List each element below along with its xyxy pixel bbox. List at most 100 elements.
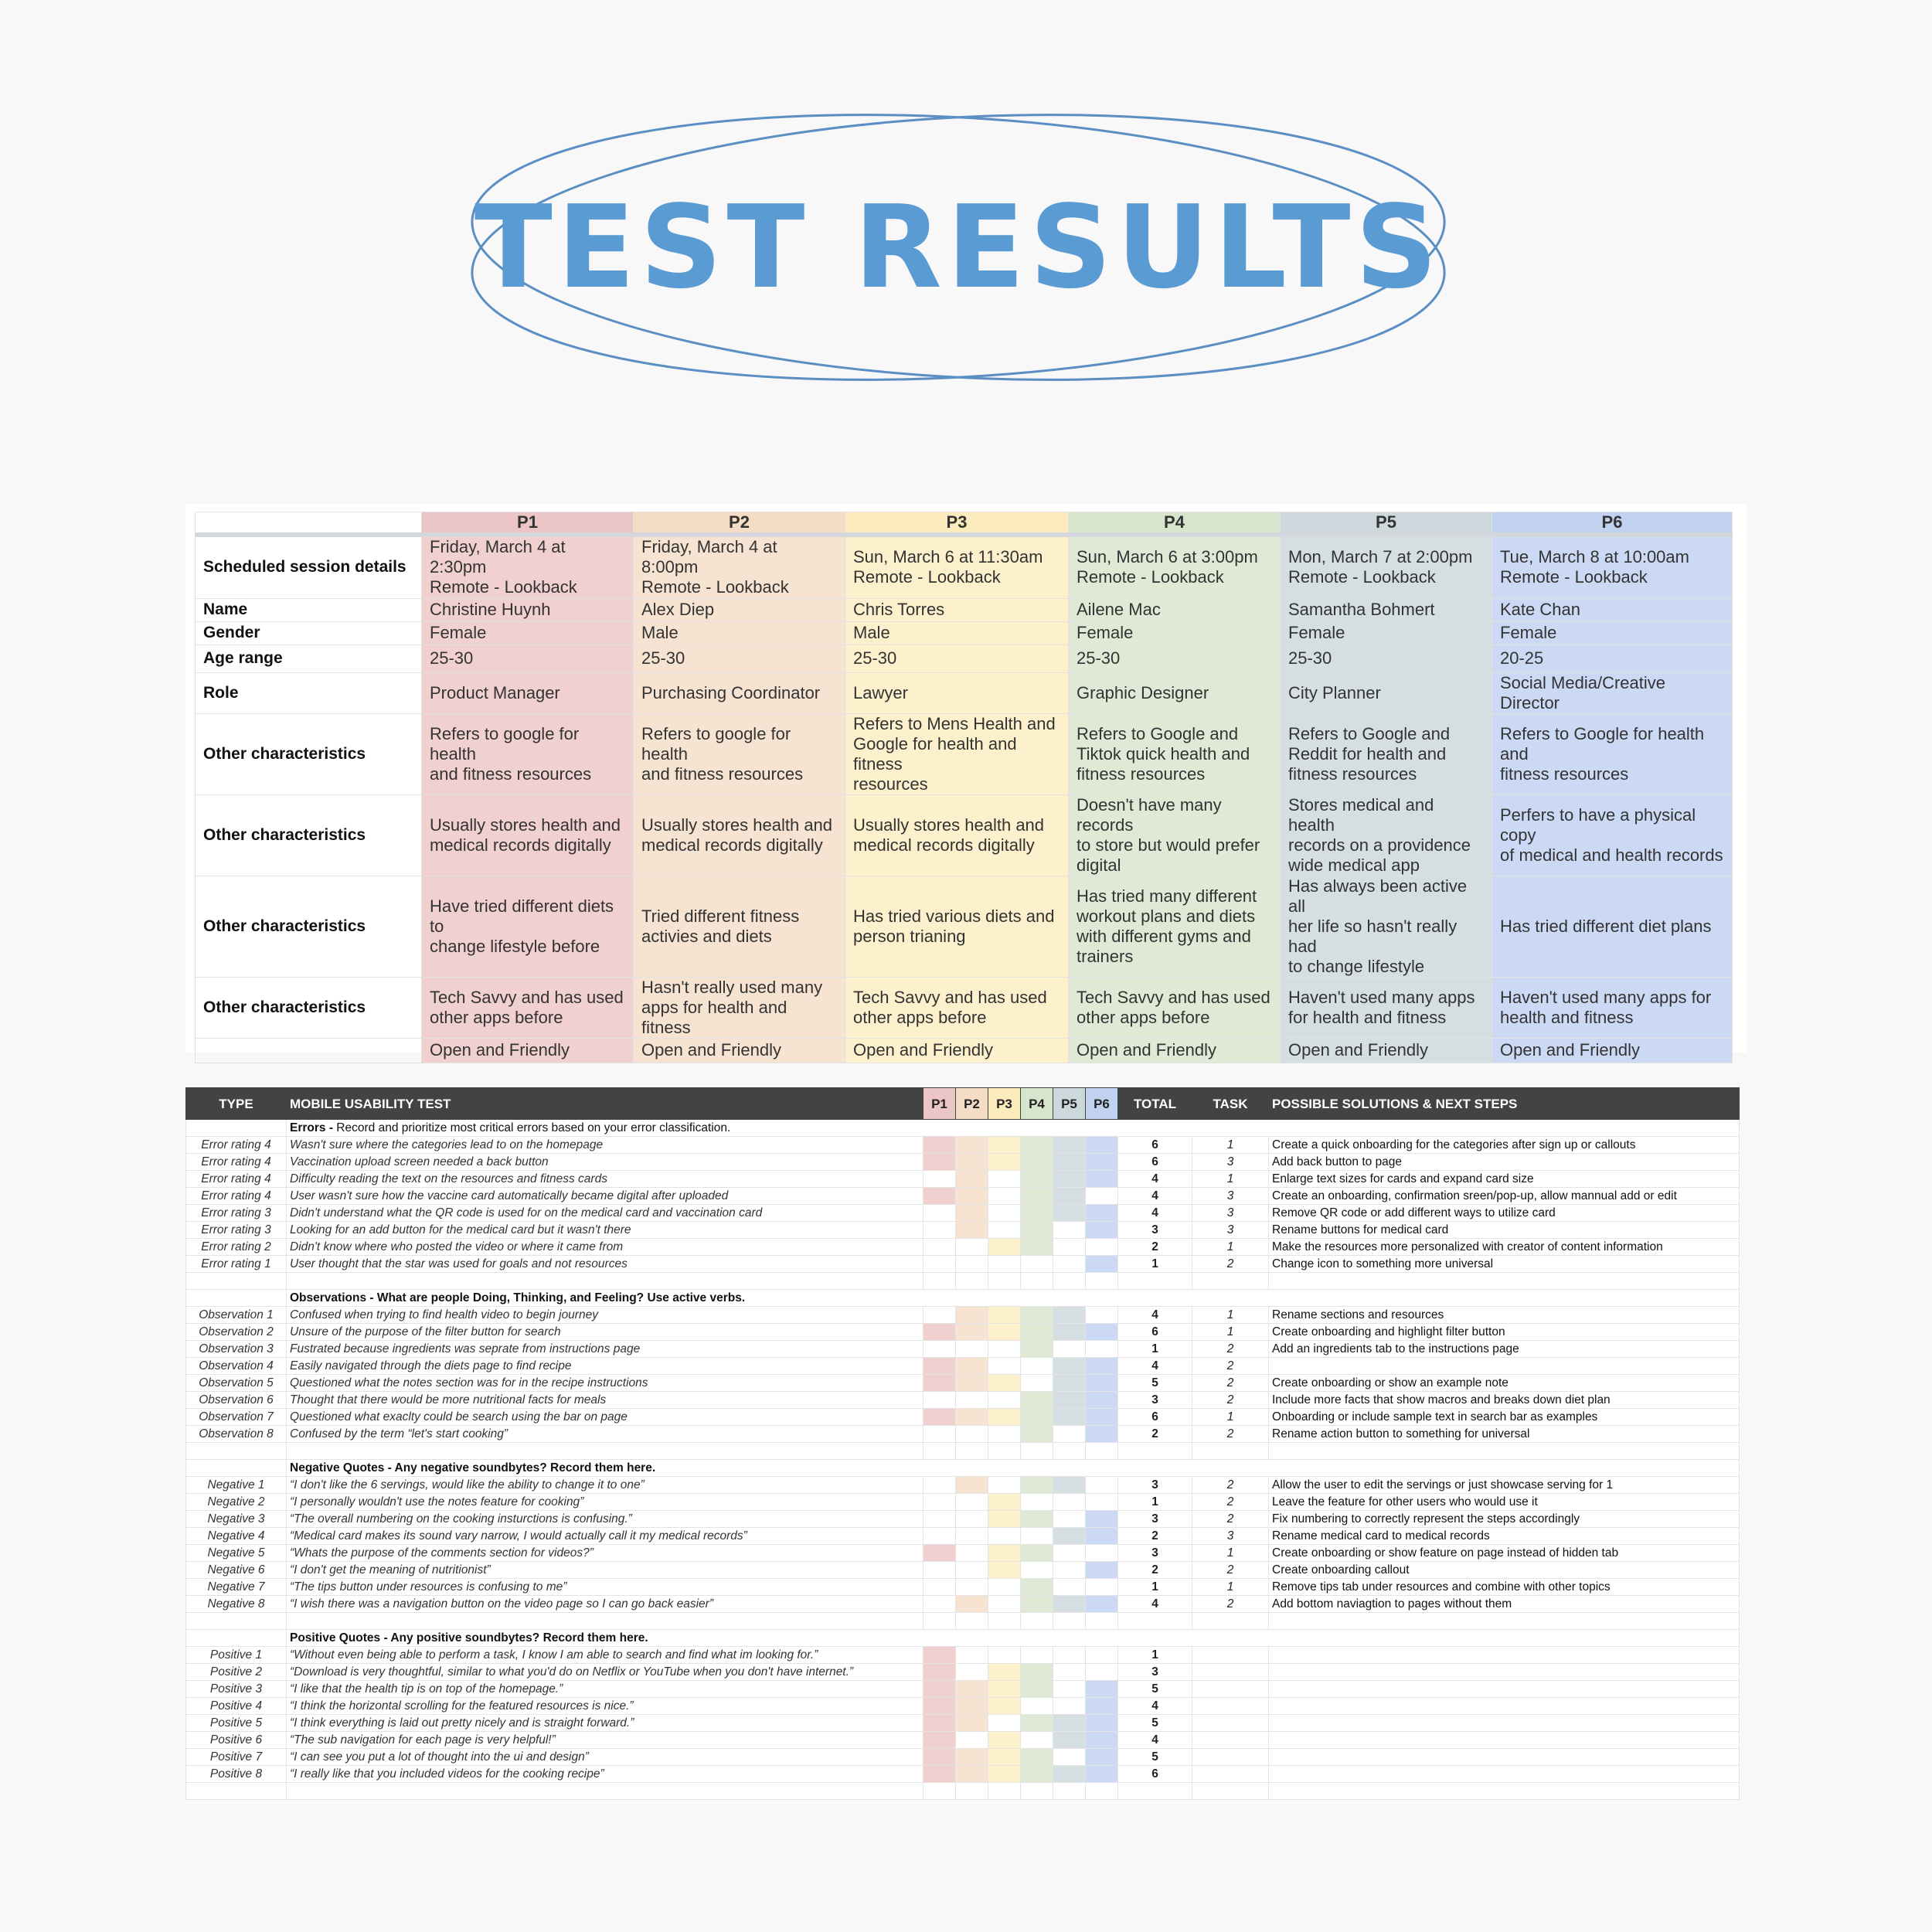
cell-line: other apps before (853, 1007, 987, 1027)
row-description: “Medical card makes its sound vary narro… (286, 1527, 923, 1545)
cell-line: wide medical app (1288, 855, 1420, 875)
participant-cell: Alex Diep (633, 597, 845, 622)
empty-cell (1053, 1272, 1086, 1290)
row-solution: Remove tips tab under resources and comb… (1268, 1578, 1740, 1596)
participant-mark-p1 (923, 1680, 956, 1698)
row-description: “Without even being able to perform a ta… (286, 1646, 923, 1664)
participant-cell: Usually stores health and medical records… (633, 794, 845, 876)
row-type: Negative 6 (185, 1561, 287, 1579)
participant-mark-p5 (1053, 1510, 1086, 1528)
empty-cell (1268, 1782, 1740, 1800)
participant-mark-p2 (955, 1714, 988, 1732)
participant-mark-p5 (1053, 1357, 1086, 1375)
empty-cell (1053, 1612, 1086, 1630)
participant-mark-p1 (923, 1221, 956, 1239)
empty-cell (955, 1612, 988, 1630)
row-type: Error rating 4 (185, 1187, 287, 1205)
row-task: 2 (1192, 1561, 1269, 1579)
row-total: 6 (1117, 1765, 1192, 1783)
participant-mark-p3 (988, 1153, 1021, 1171)
participant-mark-p2 (955, 1578, 988, 1596)
table-row: Positive 7 “I can see you put a lot of th… (185, 1748, 1740, 1766)
empty-cell (1117, 1442, 1192, 1460)
row-total: 1 (1117, 1493, 1192, 1511)
row-description: “I wish there was a navigation button on… (286, 1595, 923, 1613)
participant-mark-p5 (1053, 1748, 1086, 1766)
table-row: Positive 3 “I like that the health tip is… (185, 1680, 1740, 1698)
participant-mark-p6 (1085, 1578, 1118, 1596)
table-row: Observation 8 Confused by the term “let's… (185, 1425, 1740, 1443)
cell-line: Friday, March 4 at 8:00pm (641, 537, 777, 577)
participant-mark-p3 (988, 1561, 1021, 1579)
participant-mark-p2 (955, 1646, 988, 1664)
participant-mark-p6 (1085, 1680, 1118, 1698)
row-solution: Include more facts that show macros and … (1268, 1391, 1740, 1409)
row-description: Wasn't sure where the categories lead to… (286, 1136, 923, 1154)
cell-line: Usually stores health and (430, 815, 621, 835)
participant-row: Other characteristics Usually stores heal… (195, 794, 1733, 876)
row-solution: Create onboarding or show feature on pag… (1268, 1544, 1740, 1562)
row-type: Error rating 2 (185, 1238, 287, 1256)
table-row: Observation 7 Questioned what exaclty cou… (185, 1408, 1740, 1426)
row-solution: Fix numbering to correctly represent the… (1268, 1510, 1740, 1528)
participant-cell: Refers to google for health and fitness r… (421, 713, 634, 795)
row-task (1192, 1714, 1269, 1732)
participant-row: Age range 25-30 25-30 25-30 25-30 25-30 20-25 (195, 644, 1733, 673)
participant-cell: Ailene Mac (1068, 597, 1281, 622)
cell-line: Mon, March 7 at 2:00pm (1288, 547, 1473, 567)
row-label: Other characteristics (195, 875, 422, 978)
cell-line: trainers (1077, 946, 1134, 966)
participant-mark-p6 (1085, 1136, 1118, 1154)
empty-cell (1268, 1612, 1740, 1630)
participant-mark-p3 (988, 1425, 1021, 1443)
empty-cell (955, 1782, 988, 1800)
table-row: Negative 3 “The overall numbering on the … (185, 1510, 1740, 1528)
participant-cell: Mon, March 7 at 2:00pm Remote - Lookback (1280, 534, 1492, 599)
cell-line: Have tried different diets to (430, 896, 614, 936)
participant-cell: Open and Friendly (1068, 1037, 1281, 1063)
participant-mark-p3 (988, 1510, 1021, 1528)
cell-line: with different gyms and (1077, 926, 1251, 946)
participant-mark-p3 (988, 1306, 1021, 1324)
participant-cell: Doesn't have many records to store but wo… (1068, 794, 1281, 876)
participant-mark-p2 (955, 1187, 988, 1205)
cell-line: Hasn't really used many (641, 977, 823, 997)
participant-mark-p4 (1020, 1357, 1053, 1375)
row-description: Unsure of the purpose of the filter butt… (286, 1323, 923, 1341)
participant-mark-p5 (1053, 1697, 1086, 1715)
cell-line: Graphic Designer (1077, 682, 1209, 702)
row-solution: Create an onboarding, confirmation sreen… (1268, 1187, 1740, 1205)
participant-mark-p5 (1053, 1340, 1086, 1358)
row-description: “I don't get the meaning of nutritionist… (286, 1561, 923, 1579)
section-title: Observations - What are people Doing, Th… (286, 1289, 1740, 1307)
cell-line: Remote - Lookback (1288, 567, 1436, 587)
cell-line: Tiktok quick health and (1077, 743, 1250, 764)
cell-line: Perfers to have a physical copy (1500, 804, 1696, 845)
row-task: 1 (1192, 1578, 1269, 1596)
cell-line: Purchasing Coordinator (641, 682, 821, 702)
empty-cell (923, 1612, 956, 1630)
row-solution: Remove QR code or add different ways to … (1268, 1204, 1740, 1222)
participant-mark-p4 (1020, 1374, 1053, 1392)
row-solution: Rename action button to something for un… (1268, 1425, 1740, 1443)
participant-mark-p3 (988, 1340, 1021, 1358)
participant-mark-p1 (923, 1731, 956, 1749)
participant-mark-p6 (1085, 1221, 1118, 1239)
participant-mark-p2 (955, 1391, 988, 1409)
participant-mark-p5 (1053, 1561, 1086, 1579)
row-type: Observation 6 (185, 1391, 287, 1409)
participant-cell: Christine Huynh (421, 597, 634, 622)
spacer-row (185, 1272, 1740, 1290)
cell-line: Tue, March 8 at 10:00am (1500, 547, 1689, 567)
row-task: 3 (1192, 1221, 1269, 1239)
row-task: 1 (1192, 1136, 1269, 1154)
participant-mark-p1 (923, 1510, 956, 1528)
row-total: 2 (1117, 1527, 1192, 1545)
participant-mark-p5 (1053, 1476, 1086, 1494)
cell-line: Usually stores health and (853, 815, 1045, 835)
table-row: Positive 2 “Download is very thoughtful, … (185, 1663, 1740, 1681)
participant-cell: Usually stores health and medical records… (421, 794, 634, 876)
row-total: 3 (1117, 1544, 1192, 1562)
row-type: Positive 6 (185, 1731, 287, 1749)
participant-mark-p4 (1020, 1697, 1053, 1715)
